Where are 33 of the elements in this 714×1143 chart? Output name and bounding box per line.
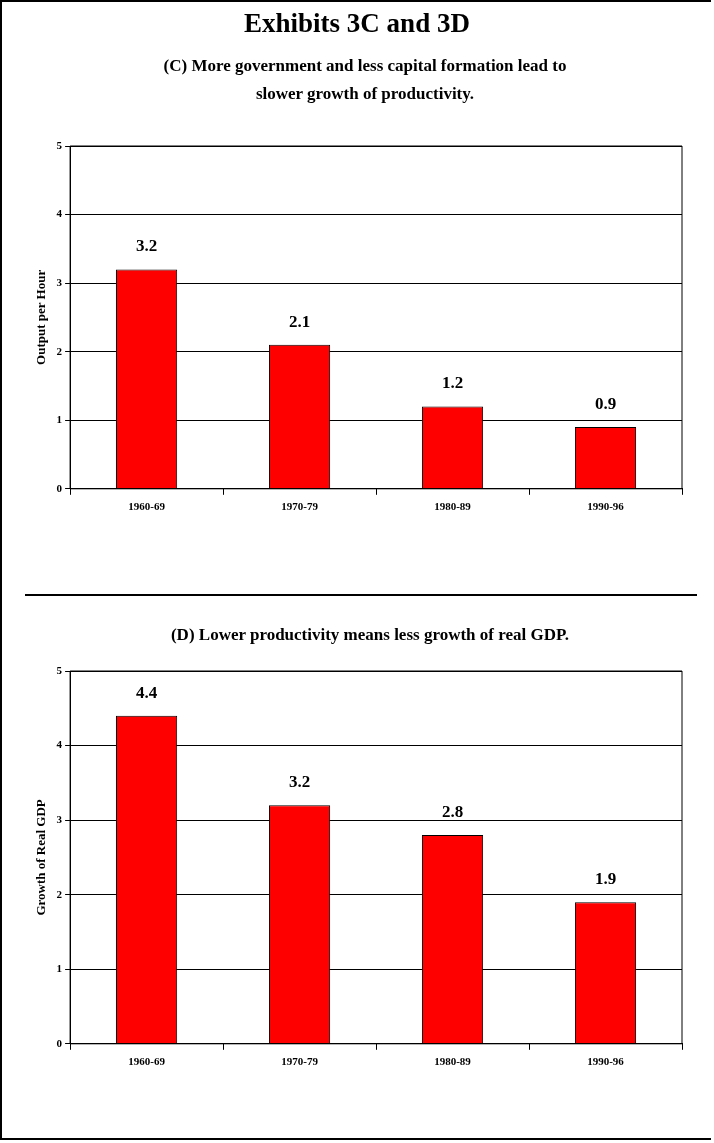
y-axis-title: Growth of Real GDP	[33, 799, 49, 916]
x-tick-label: 1960-69	[128, 1055, 166, 1068]
data-label: 1.2	[441, 373, 464, 393]
x-tick-label: 1970-79	[281, 500, 319, 513]
y-tick-label: 4	[56, 207, 63, 220]
x-tick-label: 1990-96	[587, 500, 625, 513]
chart-subtitle: (C) More government and less capital formation lead to slower growth of productivity.	[162, 55, 568, 105]
y-tick-label: 5	[56, 663, 63, 676]
x-tick-label: 1970-79	[281, 1055, 319, 1068]
data-label: 3.2	[288, 772, 311, 792]
y-tick-label: 0	[56, 481, 63, 494]
y-tick-label: 3	[56, 812, 63, 825]
data-label: 2.8	[441, 801, 464, 821]
x-tick-label: 1980-89	[434, 1055, 472, 1068]
chart-title: (D) Lower productivity means less growth of real GDP.	[169, 625, 571, 645]
data-label: 3.2	[135, 236, 158, 256]
y-tick-label: 4	[56, 738, 63, 751]
y-tick-label: 5	[56, 138, 63, 151]
y-tick-label: 0	[56, 1036, 63, 1049]
y-tick-label: 2	[56, 344, 63, 357]
data-label: 0.9	[594, 393, 617, 413]
x-tick-label: 1960-69	[128, 500, 166, 513]
y-tick-label: 2	[56, 887, 63, 900]
chart-title: Exhibits 3C and 3D	[243, 8, 471, 39]
data-label: 2.1	[288, 311, 311, 331]
x-tick-label: 1990-96	[587, 1055, 625, 1068]
x-tick-label: 1980-89	[434, 500, 472, 513]
y-tick-label: 3	[56, 275, 63, 288]
y-tick-label: 1	[56, 962, 63, 975]
data-label: 1.9	[594, 869, 617, 889]
y-tick-label: 1	[56, 413, 63, 426]
y-axis-title: Output per Hour	[33, 269, 49, 365]
data-label: 4.4	[135, 682, 158, 702]
